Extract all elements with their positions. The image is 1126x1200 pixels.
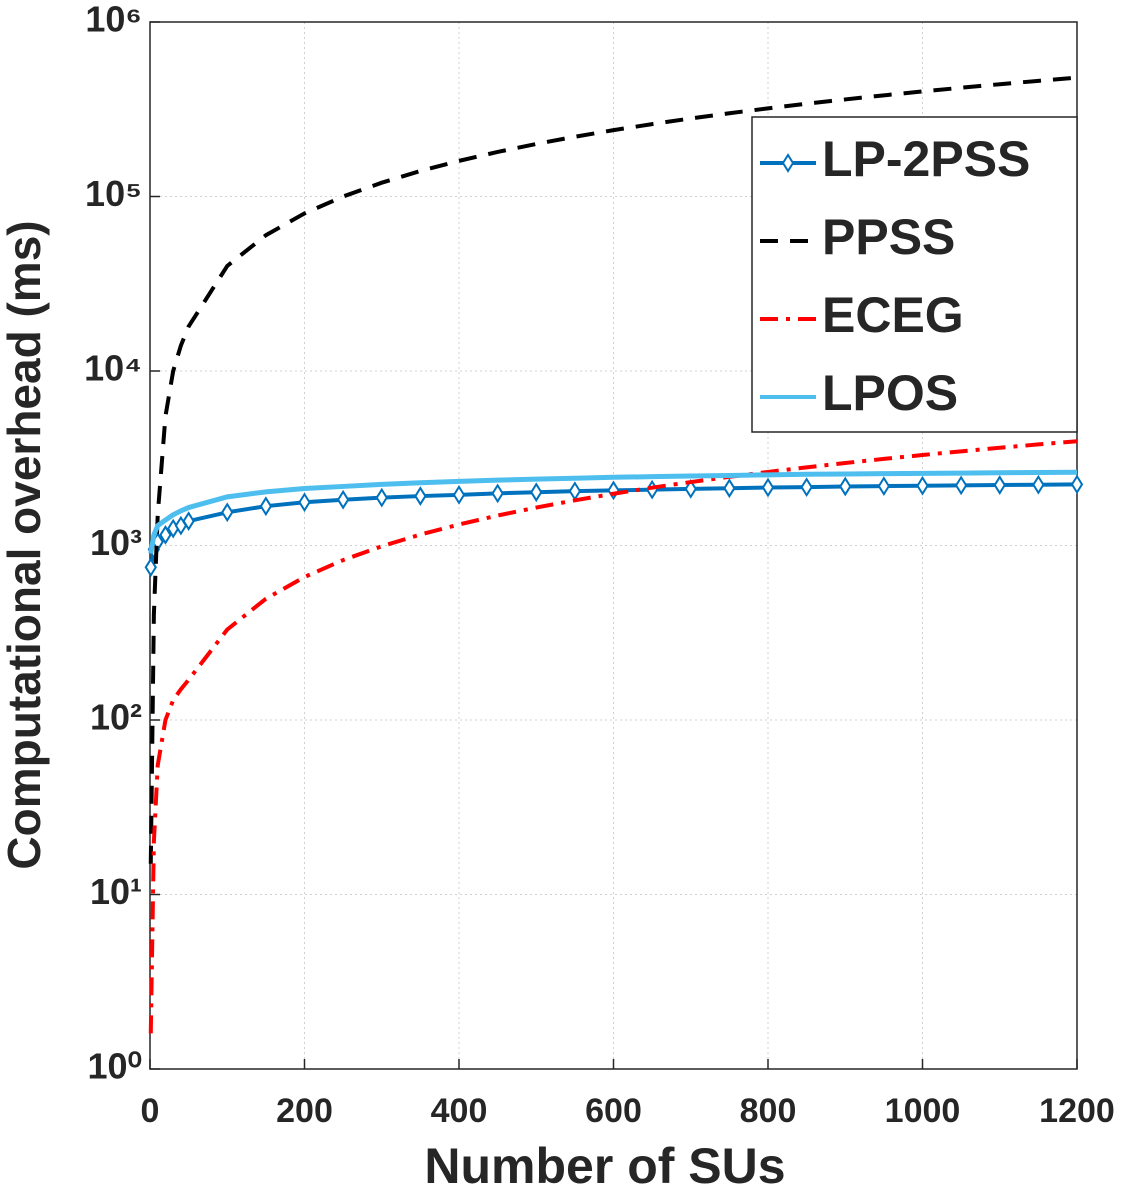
data-marker [1032,474,1045,495]
y-tick-label: 10³ [90,522,142,563]
series-line [148,439,1078,1034]
data-marker [530,482,543,503]
series-line [148,469,1078,554]
data-marker [800,477,813,498]
y-tick-label: 10⁰ [88,1046,142,1087]
x-tick-label: 1000 [885,1092,961,1130]
legend-label: PPSS [822,209,955,265]
data-marker [144,557,157,578]
data-marker [298,492,311,513]
x-tick-label: 0 [141,1092,160,1130]
data-marker [877,476,891,496]
x-tick-label: 1200 [1039,1092,1115,1130]
legend-marker [781,153,795,173]
data-marker [452,485,466,505]
data-marker [159,525,172,545]
data-marker [954,475,968,496]
legend-label: ECEG [822,287,964,343]
data-marker [839,476,852,497]
data-marker [916,475,929,496]
data-marker [414,486,427,506]
data-marker [259,496,273,517]
data-marker [182,511,195,531]
data-marker [607,480,620,501]
data-marker [568,481,582,501]
y-tick-label: 10¹ [90,871,142,912]
data-marker [761,477,775,498]
legend-label: LP-2PSS [822,131,1030,187]
legend: LP-2PSS PPSS ECEG LPOS [751,116,1078,433]
x-axis-label: Number of SUs [424,1138,785,1194]
y-axis-label: Computational overhead (ms) [0,220,50,869]
legend-box [751,116,1078,433]
y-tick-label: 10² [90,697,142,738]
legend-label: LPOS [822,365,958,421]
data-marker [723,478,736,499]
x-tick-label: 400 [431,1092,488,1130]
data-marker [336,489,350,510]
x-tick-label: 800 [740,1092,797,1130]
data-marker [1070,474,1084,495]
x-tick-label: 600 [585,1092,642,1130]
y-tick-label: 10⁵ [85,173,142,214]
y-tick-label: 10⁴ [84,348,142,389]
y-tick-label: 10⁶ [85,0,142,40]
data-marker [684,479,697,499]
data-marker [221,502,234,523]
data-marker [491,483,504,504]
data-marker [375,487,388,508]
x-tick-label: 200 [276,1092,333,1130]
series-line [148,75,1078,864]
data-marker [993,475,1006,495]
